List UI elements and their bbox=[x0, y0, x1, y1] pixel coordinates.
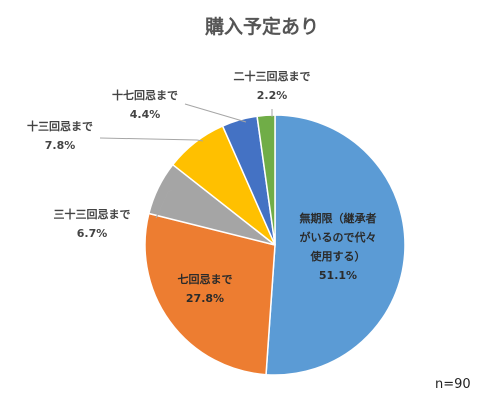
slice-value-label: 27.8% bbox=[186, 292, 224, 305]
sample-size-note: n=90 bbox=[435, 377, 471, 392]
pie-slice bbox=[265, 114, 406, 376]
slice-category-label: がいるので代々 bbox=[300, 230, 377, 244]
leader-lines bbox=[99, 103, 273, 219]
leader-line bbox=[155, 189, 173, 219]
slice-value-label: 2.2% bbox=[257, 89, 288, 102]
slice-category-label: 十三回忌まで bbox=[27, 119, 93, 133]
slice-category-label: 三十三回忌まで bbox=[54, 207, 131, 221]
slice-category-label: 二十三回忌まで bbox=[234, 69, 311, 83]
slice-value-label: 4.4% bbox=[130, 108, 161, 121]
slice-category-label: 十七回忌まで bbox=[112, 88, 178, 102]
slice-category-label: 無期限（継承者 bbox=[300, 211, 377, 225]
slice-value-label: 51.1% bbox=[319, 269, 357, 282]
slice-value-label: 6.7% bbox=[77, 227, 108, 240]
chart-title: 購入予定あり bbox=[205, 15, 319, 38]
slice-value-label: 7.8% bbox=[45, 139, 76, 152]
leader-line bbox=[99, 137, 204, 142]
slice-category-label: 七回忌まで bbox=[178, 272, 233, 286]
pie-slice bbox=[144, 212, 276, 376]
leader-line bbox=[184, 103, 247, 123]
pie-slice bbox=[256, 114, 276, 246]
slice-category-label: 使用する） bbox=[310, 249, 366, 263]
pie-slices bbox=[144, 114, 406, 376]
